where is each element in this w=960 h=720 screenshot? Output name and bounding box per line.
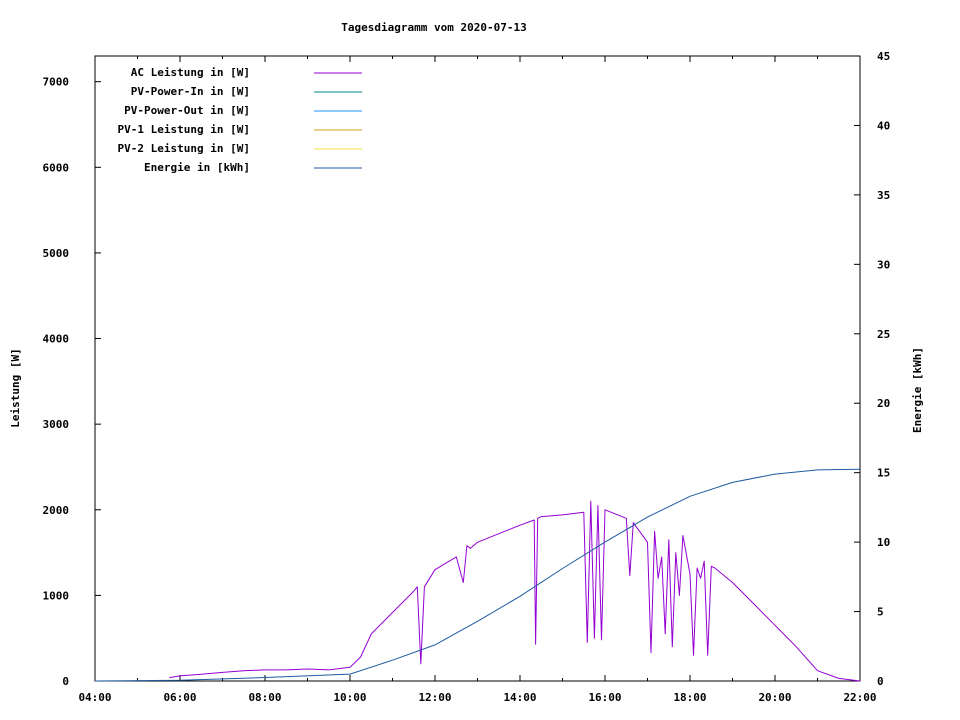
y2-tick-label: 30: [877, 258, 890, 271]
x-tick-label: 06:00: [163, 691, 196, 704]
y2-tick-label: 35: [877, 189, 890, 202]
x-tick-label: 18:00: [673, 691, 706, 704]
x-tick-label: 10:00: [333, 691, 366, 704]
y-tick-label: 2000: [43, 504, 70, 517]
series-line-1: [169, 500, 861, 682]
legend-label: PV-2 Leistung in [W]: [118, 142, 250, 155]
y2-tick-label: 20: [877, 397, 890, 410]
y2-tick-label: 45: [877, 50, 890, 63]
y2-tick-label: 5: [877, 606, 884, 619]
y-tick-label: 0: [62, 675, 69, 688]
x-tick-label: 16:00: [588, 691, 621, 704]
x-tick-label: 20:00: [758, 691, 791, 704]
legend-label: Energie in [kWh]: [144, 161, 250, 174]
y-tick-label: 7000: [43, 76, 70, 89]
chart-title: Tagesdiagramm vom 2020-07-13: [341, 21, 526, 34]
y2-axis-label: Energie [kWh]: [911, 347, 924, 433]
x-tick-label: 14:00: [503, 691, 536, 704]
axes: 04:00 06:00 08:00 10:00 12:00 14:00 16:00 18:00…: [43, 50, 891, 704]
y-tick-label: 3000: [43, 418, 70, 431]
series-line-6: [94, 468, 861, 682]
y2-tick-label: 25: [877, 328, 890, 341]
y-tick-label: 6000: [43, 161, 70, 174]
y2-tick-label: 10: [877, 536, 890, 549]
x-tick-label: 12:00: [418, 691, 451, 704]
x-tick-label: 04:00: [78, 691, 111, 704]
legend-label: PV-Power-In in [W]: [131, 85, 250, 98]
y2-tick-label: 15: [877, 467, 890, 480]
y-tick-label: 5000: [43, 247, 70, 260]
legend: AC Leistung in [W] PV-Power-In in [W] PV-P…: [118, 66, 362, 174]
series-layer: [94, 468, 861, 682]
y2-tick-label: 0: [877, 675, 884, 688]
legend-label: AC Leistung in [W]: [131, 66, 250, 79]
y2-tick-label: 40: [877, 119, 890, 132]
y-axis-label: Leistung [W]: [9, 348, 22, 427]
x-tick-label: 22:00: [843, 691, 876, 704]
x-tick-label: 08:00: [248, 691, 281, 704]
legend-label: PV-1 Leistung in [W]: [118, 123, 250, 136]
y-tick-label: 4000: [43, 333, 70, 346]
legend-label: PV-Power-Out in [W]: [124, 104, 250, 117]
y-tick-label: 1000: [43, 589, 70, 602]
